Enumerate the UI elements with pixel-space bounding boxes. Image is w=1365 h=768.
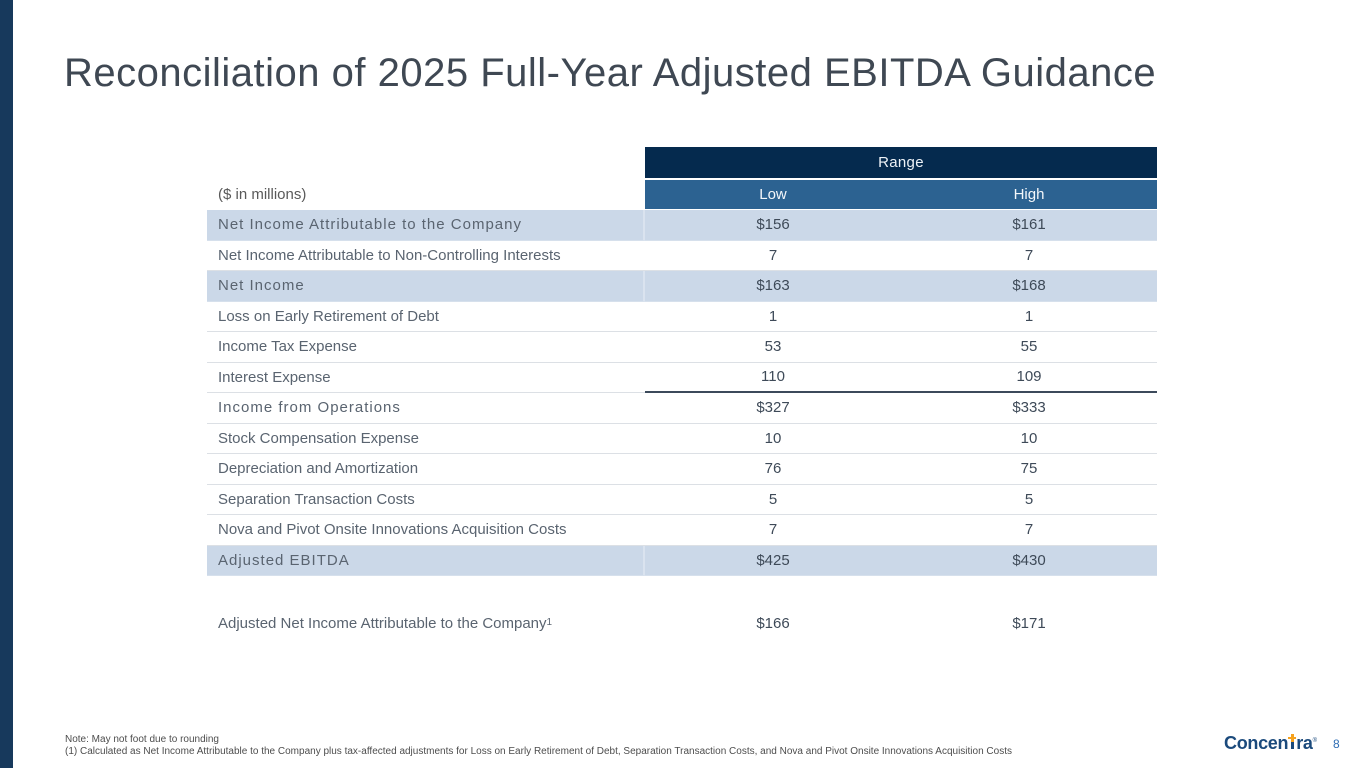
- table-row: Net Income Attributable to Non-Controlli…: [207, 241, 1157, 271]
- slide-accent-bar: [0, 0, 13, 768]
- row-label: Adjusted Net Income Attributable to the …: [218, 614, 553, 632]
- table-row: Interest Expense 110 109: [207, 363, 1157, 393]
- column-header-high: High: [901, 180, 1157, 209]
- table-row: Stock Compensation Expense 10 10: [207, 424, 1157, 454]
- adjusted-net-income-row: Adjusted Net Income Attributable to the …: [207, 608, 1157, 639]
- row-label-text: Adjusted Net Income Attributable to the …: [218, 614, 547, 632]
- row-value-low: 53: [645, 332, 901, 363]
- table-row: Nova and Pivot Onsite Innovations Acquis…: [207, 515, 1157, 546]
- row-label: Interest Expense: [207, 363, 645, 393]
- row-label: Nova and Pivot Onsite Innovations Acquis…: [207, 515, 645, 546]
- row-value-low: 5: [645, 485, 901, 515]
- logo-text-left: Concen: [1224, 733, 1289, 753]
- row-label: Net Income: [207, 271, 645, 302]
- row-value-high: 75: [901, 454, 1157, 485]
- row-value-high: $333: [901, 393, 1157, 424]
- row-label: Net Income Attributable to the Company: [207, 210, 645, 241]
- registered-trademark: ®: [1312, 738, 1317, 744]
- row-label: Stock Compensation Expense: [207, 424, 645, 454]
- row-value-high: 5: [901, 485, 1157, 515]
- row-value-low: $327: [645, 393, 901, 424]
- row-value-low: $425: [645, 545, 901, 576]
- footnotes: Note: May not foot due to rounding (1) C…: [65, 734, 1165, 758]
- row-label: Depreciation and Amortization: [207, 454, 645, 485]
- row-value-high: 7: [901, 515, 1157, 546]
- row-value-high: 10: [901, 424, 1157, 454]
- row-value-low: $156: [645, 210, 901, 241]
- row-label: Net Income Attributable to Non-Controlli…: [207, 241, 645, 271]
- table-row: Income Tax Expense 53 55: [207, 332, 1157, 363]
- table-row: Loss on Early Retirement of Debt 1 1: [207, 302, 1157, 332]
- row-value-low: 110: [645, 363, 901, 393]
- reconciliation-table: Range ($ in millions) Low High Net Incom…: [207, 147, 1157, 639]
- row-value-high: 7: [901, 241, 1157, 271]
- range-header-cell: Range: [645, 147, 1157, 178]
- row-label: Adjusted EBITDA: [207, 545, 645, 576]
- page-title: Reconciliation of 2025 Full-Year Adjuste…: [64, 50, 1157, 95]
- row-value-high: $161: [901, 210, 1157, 241]
- table-column-header-row: ($ in millions) Low High: [207, 180, 1157, 209]
- table-row: Depreciation and Amortization 76 75: [207, 454, 1157, 485]
- row-value-high: $171: [1012, 614, 1046, 632]
- table-row: Separation Transaction Costs 5 5: [207, 485, 1157, 515]
- footnote-rounding: Note: May not foot due to rounding: [65, 734, 219, 745]
- table-row: Income from Operations $327 $333: [207, 393, 1157, 424]
- row-value-high: $430: [901, 545, 1157, 576]
- row-label: Loss on Early Retirement of Debt: [207, 302, 645, 332]
- row-value-low: $163: [645, 271, 901, 302]
- row-label: Income from Operations: [207, 393, 645, 424]
- page-number: 8: [1333, 737, 1340, 751]
- row-value-low: 7: [645, 241, 901, 271]
- row-value-high: 1: [901, 302, 1157, 332]
- row-value-low: $166: [756, 614, 790, 632]
- row-value-high: 109: [901, 363, 1157, 393]
- table-row: Net Income $163 $168: [207, 271, 1157, 302]
- table-row: Adjusted EBITDA $425 $430: [207, 545, 1157, 576]
- row-value-high: 55: [901, 332, 1157, 363]
- row-label: Income Tax Expense: [207, 332, 645, 363]
- row-label: Separation Transaction Costs: [207, 485, 645, 515]
- table-row: Net Income Attributable to the Company $…: [207, 210, 1157, 241]
- logo-text-right: ra: [1296, 733, 1313, 753]
- row-value-low: 1: [645, 302, 901, 332]
- footnote-1: (1) Calculated as Net Income Attributabl…: [65, 746, 1012, 757]
- concentra-logo: Concen ra®: [1224, 733, 1317, 754]
- range-header-spacer: [207, 147, 645, 178]
- concentra-plus-icon: [1288, 734, 1297, 749]
- row-value-low: 7: [645, 515, 901, 546]
- units-label: ($ in millions): [218, 186, 307, 203]
- row-value-low: 76: [645, 454, 901, 485]
- row-value-low: 10: [645, 424, 901, 454]
- column-header-low: Low: [645, 180, 901, 209]
- table-range-header-row: Range: [207, 147, 1157, 178]
- row-value-high: $168: [901, 271, 1157, 302]
